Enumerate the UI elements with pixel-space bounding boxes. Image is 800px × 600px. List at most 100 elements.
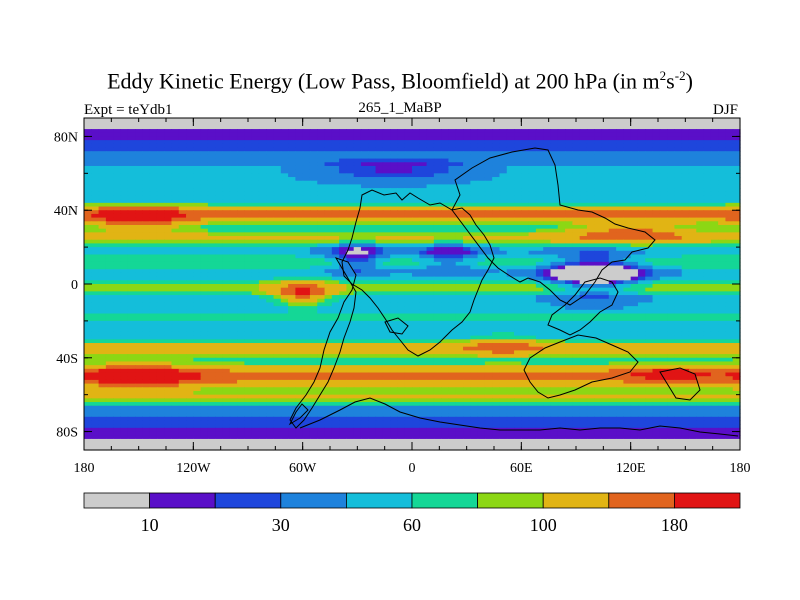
field-cell-921: [237, 154, 245, 160]
field-cell-4965: [193, 320, 202, 326]
field-cell-3626: [273, 265, 282, 270]
field-cell-3894: [258, 276, 267, 281]
field-cell-2603: [688, 221, 697, 226]
field-cell-1184: [186, 165, 194, 171]
field-cell-1992: [171, 199, 180, 204]
field-cell-636: [127, 143, 136, 149]
field-cell-3524: [186, 261, 194, 267]
field-cell-3859: [659, 272, 668, 278]
field-cell-3834: [477, 272, 486, 278]
field-cell-1847: [426, 191, 435, 197]
field-cell-3561: [455, 261, 464, 267]
field-cell-4026: [565, 280, 573, 285]
field-cell-4379: [514, 295, 522, 300]
field-cell-4445: [339, 298, 347, 304]
field-cell-2633: [251, 224, 260, 230]
field-cell-3198: [433, 247, 442, 252]
field-cell-3971: [164, 280, 173, 285]
field-cell-1737: [280, 188, 289, 193]
field-cell-263: [688, 125, 697, 130]
field-cell-373: [178, 132, 187, 138]
field-cell-4169: [295, 287, 304, 292]
field-cell-4688: [142, 309, 151, 315]
field-cell-3775: [703, 269, 712, 274]
field-cell-2588: [579, 221, 588, 226]
field-cell-4526: [273, 302, 282, 307]
field-cell-3516: [127, 261, 136, 267]
field-cell-2926: [419, 236, 428, 241]
field-cell-918: [215, 154, 224, 160]
field-cell-514: [550, 136, 559, 141]
field-cell-4613: [251, 306, 260, 311]
field-cell-62: [535, 118, 544, 123]
field-cell-837: [280, 151, 289, 156]
field-cell-4823: [470, 313, 479, 318]
field-cell-2402: [535, 213, 544, 219]
field-cell-1368: [215, 173, 224, 178]
field-cell-1927: [353, 195, 362, 200]
field-cell-1854: [477, 191, 486, 197]
field-cell-3419: [732, 254, 741, 259]
field-cell-107: [207, 121, 216, 126]
field-cell-2213: [470, 206, 479, 211]
field-cell-1001: [164, 158, 173, 163]
field-cell-1282: [244, 169, 253, 174]
field-cell-502: [463, 136, 471, 141]
field-cell-1398: [433, 173, 442, 178]
field-cell-471: [237, 136, 245, 141]
field-cell-3770: [667, 269, 675, 274]
field-cell-1244: [623, 165, 632, 171]
field-cell-3364: [331, 254, 340, 259]
field-cell-716: [710, 143, 719, 149]
field-cell-1081: [91, 162, 100, 167]
field-cell-146: [492, 121, 501, 126]
field-cell-410: [448, 132, 457, 138]
field-cell-2119: [441, 202, 450, 208]
field-cell-4573: [616, 302, 624, 307]
field-cell-3207: [499, 247, 508, 252]
field-cell-509: [514, 136, 522, 141]
field-cell-2817: [280, 232, 289, 237]
field-cell-1726: [200, 188, 209, 193]
field-cell-3447: [280, 258, 289, 263]
field-cell-1748: [360, 188, 369, 193]
field-cell-2297: [426, 210, 435, 215]
field-cell-925: [266, 154, 275, 160]
field-cell-402: [390, 132, 399, 138]
field-cell-3284: [404, 250, 413, 256]
field-cell-3188: [360, 247, 369, 252]
field-cell-2826: [346, 232, 355, 237]
field-cell-2819: [295, 232, 304, 237]
field-cell-4316: [710, 291, 719, 296]
field-cell-2466: [346, 217, 355, 222]
field-cell-2367: [280, 213, 289, 219]
field-cell-3871: [91, 276, 100, 281]
field-cell-4581: [674, 302, 683, 307]
field-cell-4861: [91, 317, 100, 322]
field-cell-4835: [557, 313, 566, 318]
field-cell-4273: [397, 291, 406, 296]
field-cell-2079: [149, 202, 158, 208]
field-cell-4603: [178, 306, 187, 311]
field-cell-1823: [251, 191, 260, 197]
field-cell-3065: [120, 243, 129, 248]
field-cell-4263: [324, 291, 333, 296]
field-cell-2573: [470, 221, 479, 226]
field-cell-2763: [543, 228, 552, 233]
field-cell-1697: [645, 184, 654, 189]
field-cell-619: [659, 140, 668, 145]
field-cell-4171: [309, 287, 318, 292]
field-cell-4756: [637, 309, 646, 315]
field-cell-3176: [273, 247, 282, 252]
field-cell-1869: [586, 191, 595, 197]
field-cell-3246: [127, 250, 136, 256]
field-cell-227: [426, 125, 435, 130]
field-cell-2907: [280, 236, 289, 241]
field-cell-33: [324, 118, 333, 123]
field-cell-2058: [652, 199, 661, 204]
field-cell-2512: [681, 217, 690, 222]
field-cell-3830: [448, 272, 457, 278]
field-cell-191: [164, 125, 173, 130]
field-cell-1418: [579, 173, 588, 178]
field-cell-4863: [105, 317, 114, 322]
